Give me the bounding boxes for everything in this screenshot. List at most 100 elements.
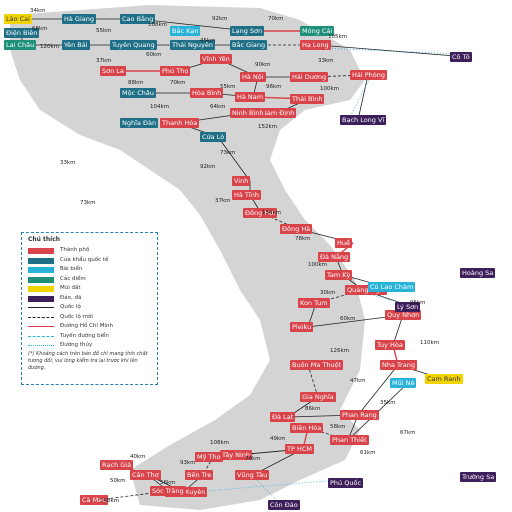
place-label[interactable]: Huế <box>335 238 353 248</box>
legend-note: (*) Khoảng cách trên bản đồ chỉ mang tín… <box>28 351 148 371</box>
place-label[interactable]: Bạch Long Vĩ <box>340 115 387 125</box>
legend-label: Tuyến đường biển <box>60 332 109 339</box>
place-label[interactable]: Đà Lạt <box>270 412 296 422</box>
distance-label: 45km <box>200 38 216 44</box>
place-label[interactable]: Cù Lao Chàm <box>368 282 416 292</box>
place-label[interactable]: Lý Sơn <box>395 302 421 312</box>
place-label[interactable]: Cà Mau <box>80 495 109 505</box>
place-label[interactable]: Tuy Hòa <box>375 340 405 350</box>
place-label[interactable]: Lạng Sơn <box>230 26 265 36</box>
place-label[interactable]: Cao Bằng <box>120 14 156 24</box>
sea-route-line <box>169 479 339 495</box>
place-label[interactable]: Nam Định <box>260 108 297 118</box>
place-label[interactable]: Long Xuyên <box>165 487 208 497</box>
distance-label: 152km <box>258 124 278 130</box>
distance-label: 88km <box>128 80 144 86</box>
place-label[interactable]: Quy Nhơn <box>385 310 422 320</box>
place-label[interactable]: Tam Kỳ <box>325 270 353 280</box>
place-label[interactable]: Nha Trang <box>380 360 417 370</box>
place-label[interactable]: Phú Thọ <box>160 66 191 76</box>
place-label[interactable]: Yên Bái <box>62 40 90 50</box>
distance-label: 61km <box>360 450 376 456</box>
distance-label: 58km <box>330 424 346 430</box>
distance-label: 55km <box>96 28 112 34</box>
distance-label: 70km <box>268 16 284 22</box>
place-label[interactable]: Tây Ninh <box>220 450 253 460</box>
place-label[interactable]: Hạ Long <box>300 40 331 50</box>
place-label[interactable]: Đà Nẵng <box>318 252 351 262</box>
place-label[interactable]: Sơn La <box>100 66 126 76</box>
place-label[interactable]: Hà Nam <box>235 92 266 102</box>
route-line <box>317 44 469 58</box>
place-label[interactable]: Bắc Kạn <box>170 26 201 36</box>
place-label[interactable]: Thái Nguyên <box>170 40 216 50</box>
place-label[interactable]: Điện Biên <box>4 28 40 38</box>
vietnam-landmass <box>10 5 365 510</box>
place-label[interactable]: Hải Dương <box>290 72 329 82</box>
place-label[interactable]: Kon Tum <box>298 298 330 308</box>
distance-label: 49km <box>270 436 286 442</box>
place-label[interactable]: Phú Quốc <box>328 478 364 488</box>
place-label[interactable]: Biên Hòa <box>290 423 324 433</box>
place-label[interactable]: Tuyên Quang <box>110 40 157 50</box>
place-label[interactable]: TP HCM <box>285 444 314 454</box>
place-label[interactable]: Mộc Châu <box>120 88 156 98</box>
place-label[interactable]: Quảng Ngãi <box>345 285 388 295</box>
place-label[interactable]: Vĩnh Yên <box>200 54 232 64</box>
distance-label: 110km <box>420 340 440 346</box>
place-label[interactable]: Mỹ Tho <box>195 452 223 462</box>
place-label[interactable]: Đồng Hới <box>243 208 277 218</box>
route-line <box>357 74 369 121</box>
place-label[interactable]: Phan Rang <box>340 410 379 420</box>
place-label[interactable]: Thanh Hóa <box>160 118 200 128</box>
place-label[interactable]: Buôn Ma Thuột <box>290 360 344 370</box>
place-label[interactable]: Đông Hà <box>280 224 313 234</box>
distance-label: 148km <box>100 498 120 504</box>
place-label[interactable]: Bến Tre <box>185 470 214 480</box>
place-label[interactable]: Vũng Tàu <box>235 470 270 480</box>
place-label[interactable]: Hoàng Sa <box>460 268 496 278</box>
place-label[interactable]: Hà Tĩnh <box>232 190 261 200</box>
place-label[interactable]: Sóc Trăng <box>150 486 186 496</box>
distance-label: 134km <box>262 210 282 216</box>
sea-route-line <box>254 477 279 503</box>
place-label[interactable]: Hòa Bình <box>190 88 224 98</box>
place-label[interactable]: Côn Đảo <box>268 500 300 510</box>
legend-line-sample <box>28 316 54 318</box>
distance-label: 92km <box>212 16 228 22</box>
place-label[interactable]: Móng Cái <box>300 26 335 36</box>
place-label[interactable]: Pleiku <box>290 322 314 332</box>
legend-label: Thành phố <box>60 247 90 253</box>
place-label[interactable]: Phan Thiết <box>330 435 369 445</box>
legend-swatch <box>28 276 54 283</box>
legend-line-sample <box>28 345 54 346</box>
legend-title: Chú thích <box>28 236 61 243</box>
place-label[interactable]: Mũi Né <box>390 378 417 388</box>
place-label[interactable]: Trường Sa <box>460 472 497 482</box>
distance-label: 100km <box>320 86 340 92</box>
place-label[interactable]: Nghĩa Đàn <box>120 118 159 128</box>
distance-label: 105km <box>328 34 348 40</box>
place-label[interactable]: Lai Châu <box>4 40 37 50</box>
place-label[interactable]: Thái Bình <box>290 94 325 104</box>
distance-label: 108km <box>210 440 230 446</box>
place-label[interactable]: Cần Thơ <box>130 470 161 480</box>
distance-label: 73km <box>220 150 236 156</box>
route-line <box>307 364 319 398</box>
place-label[interactable]: Rạch Giá <box>100 460 134 470</box>
distance-label: 90km <box>255 62 271 68</box>
place-label[interactable]: Cam Ranh <box>425 374 463 384</box>
place-label[interactable]: Ninh Bình <box>230 108 266 118</box>
place-label[interactable]: Hà Giang <box>62 14 97 24</box>
place-label[interactable]: Vinh <box>232 176 251 186</box>
distance-label: 104km <box>150 104 170 110</box>
place-label[interactable]: Cửa Lò <box>200 132 227 142</box>
place-label[interactable]: Hà Nội <box>240 72 266 82</box>
place-label[interactable]: Bắc Giang <box>230 40 268 50</box>
place-label[interactable]: Lào Cai <box>4 14 32 24</box>
distance-label: 73km <box>80 200 96 206</box>
place-label[interactable]: Gia Nghĩa <box>300 392 336 402</box>
place-label[interactable]: Hải Phòng <box>350 70 388 80</box>
place-label[interactable]: Cô Tô <box>450 52 472 62</box>
